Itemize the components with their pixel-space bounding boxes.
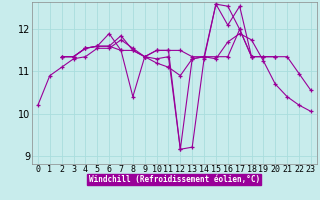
X-axis label: Windchill (Refroidissement éolien,°C): Windchill (Refroidissement éolien,°C) [89,175,260,184]
